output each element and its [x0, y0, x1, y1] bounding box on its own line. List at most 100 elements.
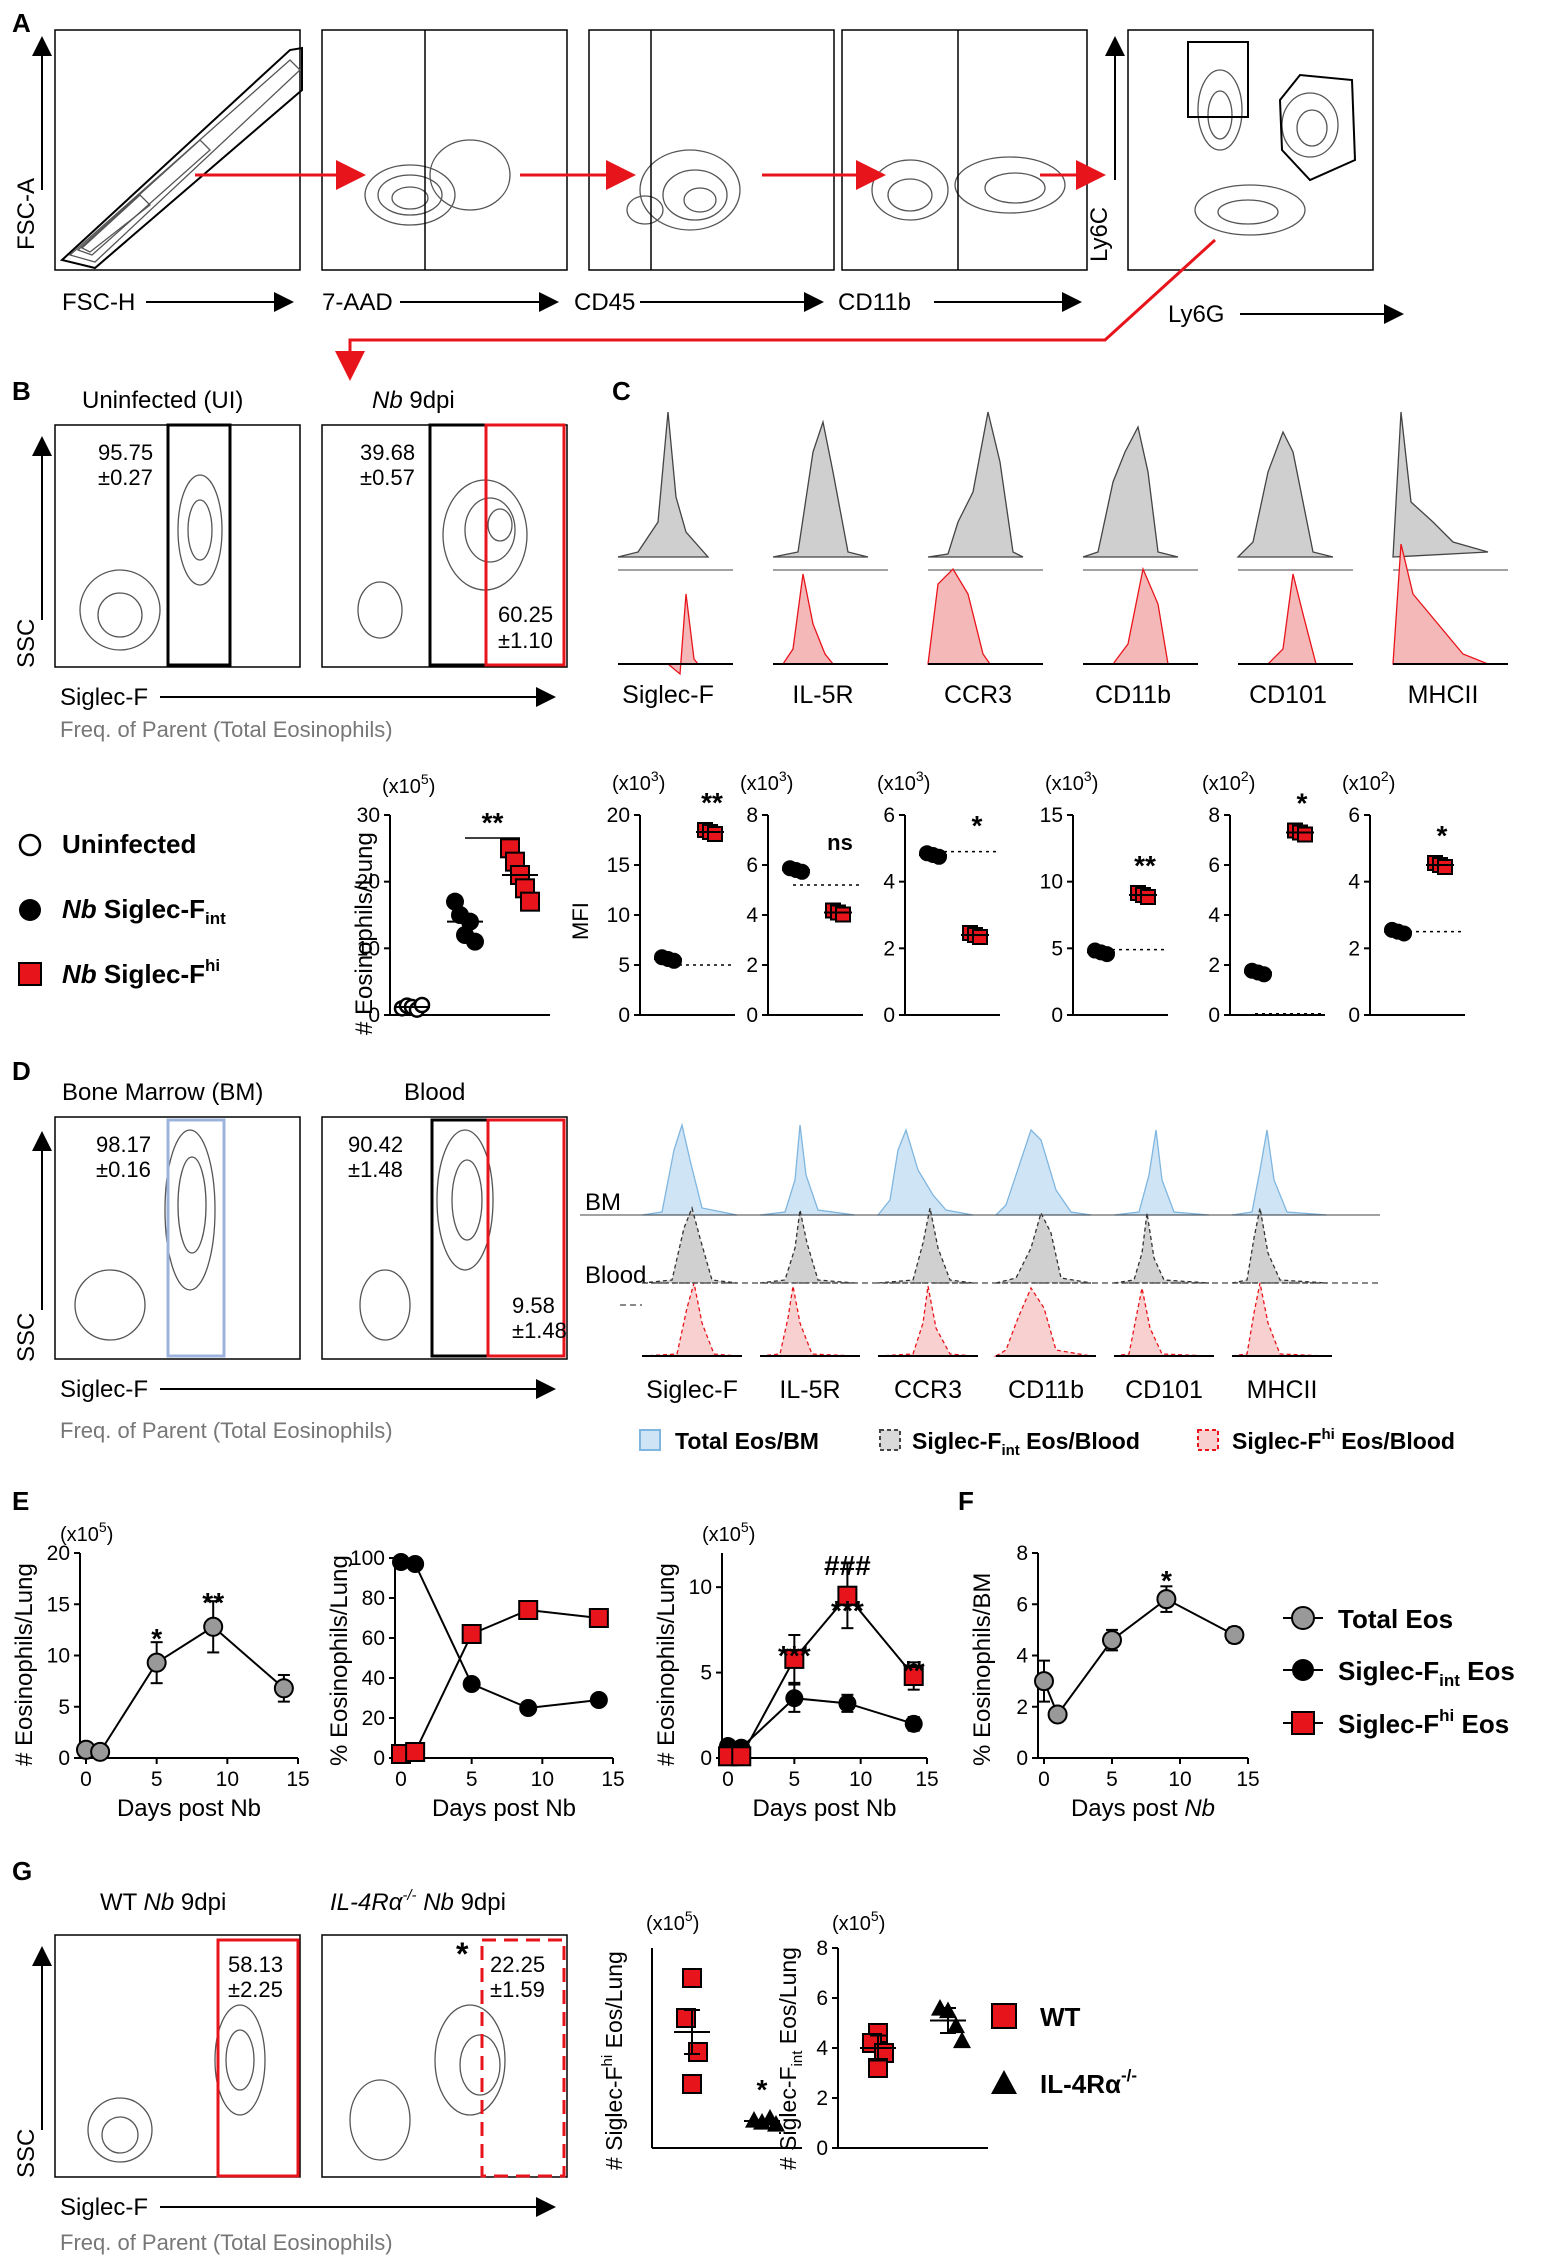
f1-point — [1047, 1704, 1068, 1725]
g-legend: WT IL-4Rα-/- — [991, 2002, 1137, 2099]
e2-series-line — [400, 1608, 599, 1755]
c-mfi-mhcii: 0 2 4 6 (x102) * — [1342, 768, 1465, 1027]
d-hist-bm — [1231, 1129, 1328, 1216]
d-hist-hi — [1231, 1282, 1328, 1357]
plot-a1 — [54, 29, 301, 271]
c-mfi-ccr3: 0 2 4 6 (x103) * — [877, 768, 1000, 1027]
panel-letter-c: C — [612, 376, 631, 406]
b-int-sem: ±0.57 — [360, 465, 415, 490]
e1-scale: (x105) — [60, 1519, 113, 1546]
b-count-ytick-label: 20 — [357, 871, 380, 894]
c-mfi-ytick-label: 4 — [883, 871, 895, 894]
c-marker-label: CD101 — [1249, 681, 1327, 709]
e3-point — [903, 1666, 924, 1686]
g-title-wt: WT Nb 9dpi — [100, 1889, 226, 1916]
d-plot-bm — [54, 1116, 301, 1360]
panel-d-histograms: BM Blood Siglec-F IL-5R CCR3 CD11b CD101 MHCI… — [580, 1122, 1380, 1404]
g-hi-point — [682, 2074, 702, 2094]
c-mfi-ytick-label: 4 — [746, 904, 758, 927]
d-legend-int: Siglec-Fint Eos/Blood — [912, 1428, 1140, 1459]
chart-e-total-count: 0 5 10 15 20 0 5 10 15 (x105) # Eosinophils/Lung Da… — [11, 1519, 310, 1822]
e1-xtick-label: 0 — [80, 1768, 92, 1791]
panel-g-gates: WT Nb 9dpi IL-4Rα-/- Nb 9dpi 58.13 ±2.25… — [13, 1887, 568, 2255]
c-mfi-int-point — [1396, 925, 1412, 942]
a-ylabel-fsc-a: FSC-A — [13, 178, 40, 250]
f1-ytick-label: 2 — [1016, 1696, 1028, 1719]
c-mfi-ytick-label: 5 — [618, 954, 630, 977]
d-marker-label: Siglec-F — [646, 1376, 738, 1404]
c-hist-il-5r — [772, 419, 888, 665]
g-hi-point — [767, 2115, 785, 2132]
c-mfi-scale: (x103) — [740, 768, 793, 795]
d-hist-bm — [1113, 1129, 1210, 1216]
chart-f-bm-percent: 0 2 4 6 8 0 5 10 15 % Eosinophils/BM Days post Nb * — [969, 1542, 1260, 1822]
d-hist-int — [877, 1207, 974, 1284]
d-hist-bm — [641, 1122, 738, 1216]
c-hist-mhcii — [1392, 411, 1508, 665]
c-mfi-ytick-label: 2 — [746, 954, 758, 977]
panel-letter-e: E — [12, 1486, 29, 1516]
e3-ytick-label: 5 — [700, 1662, 712, 1685]
c-mfi-int-point — [1099, 946, 1115, 963]
c-mfi-hi-point — [1140, 889, 1156, 905]
g-int-ytick-label: 0 — [816, 2137, 828, 2160]
c-mfi-ytick-label: 2 — [1348, 937, 1360, 960]
e3-series-line — [728, 1594, 915, 1758]
c-hist-red-layer — [781, 573, 835, 665]
c-hist-siglec-f — [617, 411, 733, 676]
f1-series-line — [1043, 1597, 1235, 1717]
c-hist-red — [1392, 543, 1489, 665]
g-int-point — [868, 2058, 888, 2078]
e1-ytick-label: 10 — [47, 1645, 70, 1668]
c-hist-red — [1266, 573, 1317, 665]
d-hist-hi — [641, 1282, 738, 1357]
g-gate-wt — [216, 1938, 300, 2178]
e2-point — [518, 1600, 539, 1620]
c-mfi-cd11b: 0 5 10 15 (x103) ** — [1040, 768, 1168, 1027]
g-hi-annotation: * — [757, 2074, 768, 2105]
d-hist-ccr3 — [876, 1128, 978, 1357]
legend-marker-hi — [18, 962, 42, 986]
c-mfi-hi-point — [972, 929, 988, 945]
b-ylabel: SSC — [13, 619, 40, 668]
legend-marker-int — [19, 899, 41, 921]
c-mfi-sig: * — [1297, 788, 1308, 819]
d-legend-total: Total Eos/BM — [675, 1428, 819, 1454]
c-mfi-int-point — [931, 848, 947, 865]
c-hist-grey — [617, 411, 710, 558]
c-hist-red — [927, 567, 992, 665]
c-mfi-scale: (x102) — [1202, 768, 1255, 795]
e1-point — [203, 1616, 224, 1637]
e2-point — [392, 1553, 410, 1571]
e1-annotation: ** — [202, 1587, 224, 1618]
g-hi-ylabel: # Siglec-Fhi Eos/Lung — [599, 1951, 627, 2170]
panel-letter-d: D — [12, 1056, 31, 1086]
d-gate-int — [430, 1118, 490, 1358]
d-row-bm: BM — [585, 1189, 621, 1216]
d-hist-int — [641, 1205, 738, 1284]
b-count-ytick-label: 10 — [357, 937, 380, 960]
d-xlabel: Siglec-F — [60, 1376, 148, 1403]
b-count-ytick-label: 0 — [368, 1004, 380, 1027]
c-mfi-sig: ** — [1134, 850, 1156, 881]
c-hist-red-layer — [1266, 573, 1317, 665]
e3-xtick-label: 15 — [915, 1768, 938, 1791]
e2-ytick-label: 40 — [362, 1667, 385, 1690]
g-ko-sem: ±1.59 — [490, 1977, 545, 2002]
e1-ylabel: # Eosinophils/Lung — [11, 1563, 38, 1766]
d-hist-hi — [759, 1285, 856, 1357]
d-hist-hi — [877, 1285, 974, 1357]
d-marker-label: CD101 — [1125, 1376, 1203, 1404]
f1-xtick-label: 0 — [1038, 1768, 1050, 1791]
b-title-nb: Nb 9dpi — [372, 387, 455, 414]
c-mfi-ytick-label: 6 — [1348, 804, 1360, 827]
f1-xtick-label: 10 — [1168, 1768, 1191, 1791]
panel-letter-f: F — [958, 1486, 974, 1516]
e2-series-line — [400, 1561, 599, 1710]
e3-xtick-label: 10 — [849, 1768, 872, 1791]
d-hist-bm — [994, 1128, 1092, 1216]
c-mfi-sig: ** — [701, 787, 723, 818]
d-hist-hi — [993, 1286, 1092, 1357]
f1-point — [1102, 1630, 1122, 1651]
d-int-sem: ±1.48 — [348, 1157, 403, 1182]
